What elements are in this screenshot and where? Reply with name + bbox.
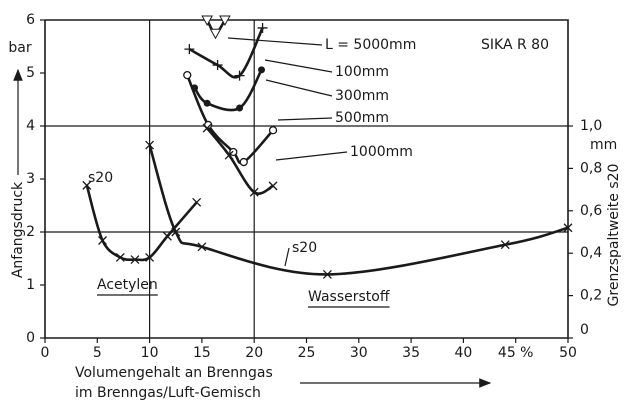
x-tick-label: 45 % (498, 345, 534, 361)
x-tick-label: 10 (141, 345, 159, 361)
y2-unit: mm (590, 137, 617, 153)
y-tick-label: 2 (26, 224, 35, 240)
series-line (193, 69, 263, 112)
marker (201, 15, 213, 27)
marker (268, 126, 278, 135)
y-label: Anfangsdruck (10, 181, 26, 278)
y2-tick-label: 0,4 (580, 245, 602, 261)
y-tick-label: 5 (26, 65, 35, 81)
annotation: Acetylen (97, 277, 158, 293)
marker (203, 99, 211, 107)
x-label: Volumengehalt an Brenngas (75, 365, 273, 381)
marker (268, 181, 278, 191)
y2-tick-label: 1,0 (580, 118, 602, 134)
leader-line (275, 151, 348, 161)
leader-line (265, 79, 333, 97)
series-label: s20 (88, 170, 113, 186)
marker (197, 242, 207, 252)
series-label: s20 (292, 240, 317, 256)
marker (563, 223, 573, 233)
series-line (85, 185, 198, 262)
x-tick-label: 35 (402, 345, 420, 361)
marker (192, 197, 202, 207)
marker (115, 252, 125, 262)
x-tick-label: 0 (41, 345, 50, 361)
marker (258, 66, 266, 74)
marker (257, 22, 268, 33)
marker (82, 180, 92, 190)
series-label: 300mm (335, 88, 389, 104)
series-line (188, 27, 264, 79)
leader-line (264, 59, 333, 73)
series-line (206, 127, 274, 195)
annotation: Wasserstoff (308, 289, 390, 305)
marker (98, 236, 107, 245)
series-line (148, 144, 569, 276)
marker (171, 227, 181, 237)
marker (500, 240, 510, 250)
x-tick-label: 50 (559, 345, 577, 361)
x-label: im Brenngas/Luft-Gemisch (75, 385, 261, 401)
y2-tick-label: 0,6 (580, 203, 602, 219)
series-label: 100mm (335, 64, 389, 80)
series-label: L = 5000mm (325, 37, 416, 53)
y2-tick-label: 0,8 (580, 160, 602, 176)
series-label: 1000mm (350, 144, 413, 160)
marker (212, 60, 223, 71)
y-tick-label: 4 (26, 118, 35, 134)
y-tick-label: 0 (26, 330, 35, 346)
y2-tick-label: 0,2 (580, 288, 602, 304)
x-tick-label: 5 (93, 345, 102, 361)
marker (162, 231, 172, 241)
y2-label: Grenzspaltweite s20 (606, 164, 622, 307)
leader-line (284, 247, 290, 267)
marker (239, 157, 248, 167)
marker (202, 123, 212, 133)
x-tick-label: 15 (193, 345, 211, 361)
marker (322, 269, 332, 279)
marker (209, 28, 222, 40)
title-box (470, 25, 566, 65)
series-label: 500mm (335, 110, 389, 126)
y-unit: bar (8, 40, 31, 56)
marker (184, 44, 195, 55)
y-tick-label: 6 (26, 12, 35, 28)
x-tick-label: 20 (245, 345, 263, 361)
marker (236, 104, 244, 112)
marker (183, 70, 192, 80)
leader-line (277, 117, 333, 121)
y-tick-label: 3 (26, 171, 35, 187)
marker (249, 187, 259, 197)
marker (234, 70, 245, 81)
leader-line (227, 37, 323, 46)
chart-title: SIKA R 80 (481, 37, 549, 53)
marker (145, 140, 155, 150)
marker (229, 147, 238, 157)
x-tick-label: 30 (350, 345, 368, 361)
marker (224, 150, 234, 160)
y2-tick-label: 0 (580, 322, 589, 338)
marker (130, 255, 140, 265)
x-tick-label: 25 (298, 345, 316, 361)
x-tick-label: 40 (454, 345, 472, 361)
y-tick-label: 1 (26, 277, 35, 293)
marker (219, 15, 231, 27)
marker (145, 252, 155, 262)
